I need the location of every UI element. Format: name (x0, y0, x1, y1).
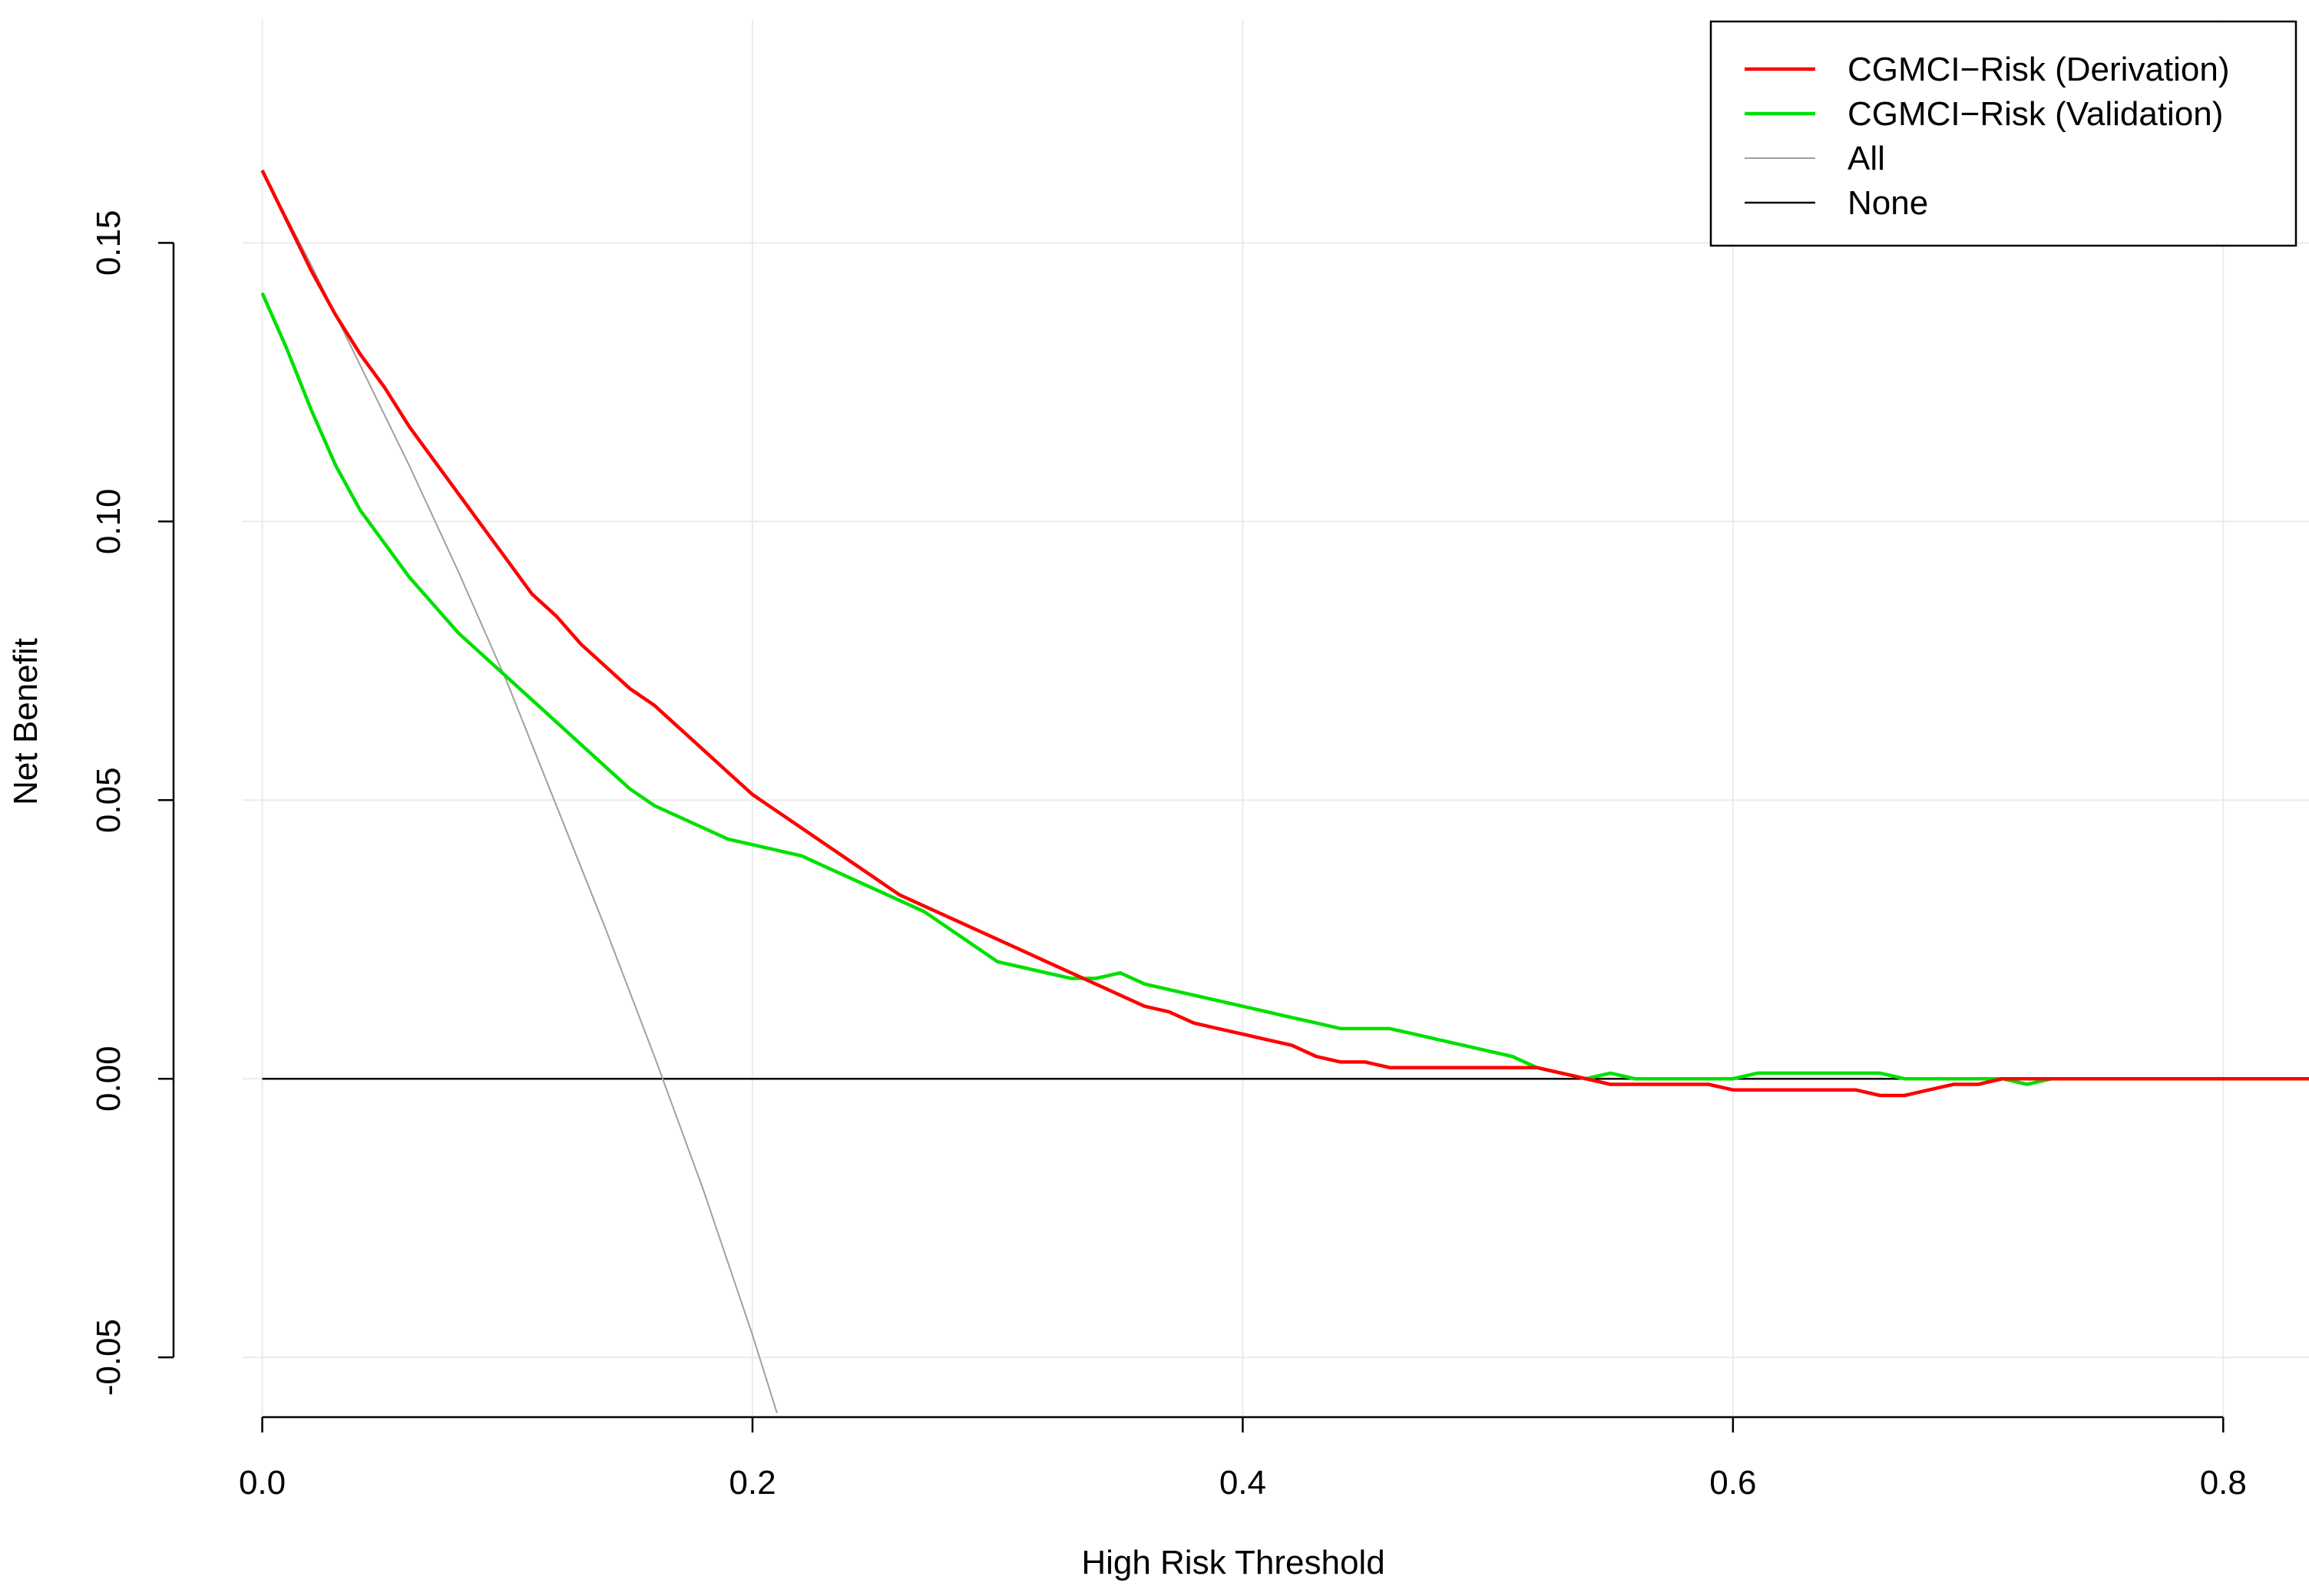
legend-box (1709, 20, 2297, 247)
x-tick-label: 0.4 (1219, 1464, 1266, 1502)
legend-label: None (1848, 184, 1928, 222)
series-lines (260, 170, 2309, 1413)
series-line-1 (260, 292, 2309, 1086)
legend: CGMCI−Risk (Derivation) CGMCI−Risk (Valid… (1709, 20, 2297, 247)
legend-label: CGMCI−Risk (Validation) (1848, 95, 2223, 133)
y-tick-label: -0.05 (90, 1319, 127, 1396)
y-axis-label: Net Benefit (7, 638, 45, 805)
x-tick-label: 0.2 (729, 1464, 776, 1502)
x-axis-label: High Risk Threshold (1081, 1544, 1384, 1581)
y-tick-label: 0.10 (90, 488, 127, 554)
y-tick-label: 0.05 (90, 767, 127, 833)
legend-label: All (1848, 140, 1885, 177)
x-tick-label: 0.0 (239, 1464, 286, 1502)
series-line-0 (260, 170, 2309, 1098)
legend-label: CGMCI−Risk (Derivation) (1848, 51, 2230, 88)
x-tick-label: 0.6 (1709, 1464, 1756, 1502)
series-line-2 (261, 170, 778, 1413)
x-tick-label: 0.8 (2200, 1464, 2247, 1502)
axes: -0.05 0.00 0.05 0.10 0.15 0.0 0.2 0.4 0.6 0.8 (90, 210, 2247, 1502)
y-tick-label: 0.00 (90, 1046, 127, 1112)
y-tick-label: 0.15 (90, 210, 127, 276)
